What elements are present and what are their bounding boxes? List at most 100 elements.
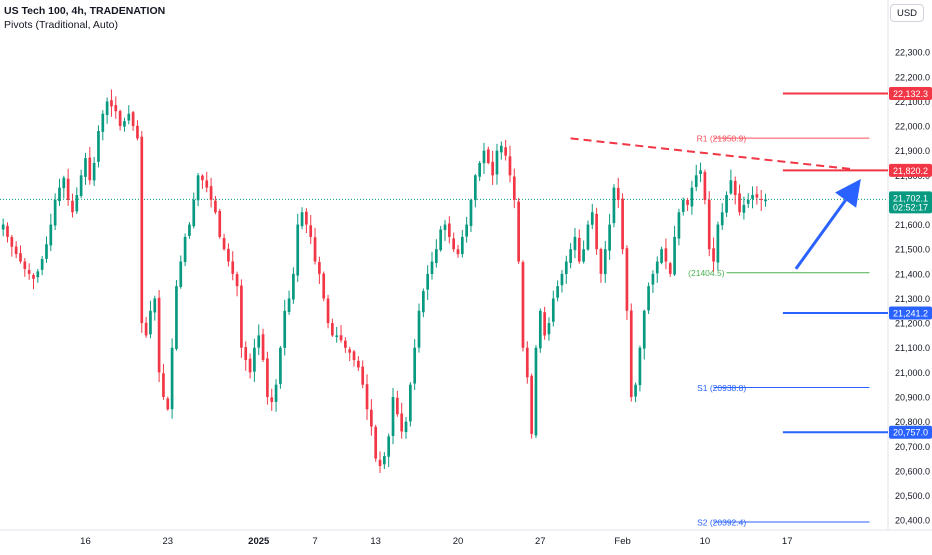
candle-body	[157, 297, 161, 373]
candle-body	[738, 193, 741, 213]
candle	[71, 193, 74, 218]
candle-body	[344, 340, 347, 348]
candle-body	[647, 286, 650, 311]
candle	[287, 290, 291, 315]
candle	[443, 219, 447, 241]
candle	[738, 184, 741, 216]
price-tick-label: 20,400.0	[895, 516, 930, 526]
grid	[0, 0, 932, 531]
candle-body	[196, 175, 200, 201]
candle	[677, 208, 681, 246]
candle-body	[525, 347, 529, 378]
candle-body	[188, 224, 191, 236]
candle-body	[14, 246, 18, 255]
candle-body	[434, 249, 438, 263]
candle-body	[331, 323, 334, 336]
candle-body	[499, 145, 503, 153]
candle	[136, 120, 139, 141]
candle	[365, 374, 369, 420]
price-tick-label: 22,100.0	[895, 97, 930, 107]
candle	[335, 326, 339, 343]
indicator-label[interactable]: Pivots (Traditional, Auto)	[4, 19, 118, 31]
candle-body	[183, 236, 187, 263]
candle	[188, 222, 191, 239]
candle	[751, 186, 754, 209]
candle	[439, 225, 443, 252]
candle	[694, 164, 698, 192]
resistance-22132-badge	[889, 86, 932, 100]
candle-body	[690, 187, 694, 207]
price-tick-label: 20,500.0	[895, 491, 930, 501]
time-tick-label: Feb	[614, 536, 630, 547]
time-tick-label: 2025	[248, 536, 270, 547]
pivot-P-label: (21404.5)	[688, 268, 725, 278]
candle	[703, 169, 707, 205]
candle	[274, 379, 278, 412]
candle	[612, 184, 616, 228]
candle-body	[235, 274, 239, 287]
candle-body	[292, 273, 295, 300]
candle	[720, 203, 724, 230]
price-tick-label: 21,900.0	[895, 146, 930, 156]
price-tick-label: 22,200.0	[895, 72, 930, 82]
candle	[205, 171, 209, 193]
candle-body	[326, 298, 330, 324]
candle-body	[240, 285, 243, 348]
candle-body	[413, 347, 417, 384]
candle-body	[23, 261, 27, 269]
candle	[66, 168, 70, 206]
candle-body	[733, 180, 737, 196]
candle-body	[590, 212, 594, 225]
price-tick-label: 22,300.0	[895, 48, 930, 58]
candle-body	[88, 157, 92, 181]
candle-body	[218, 210, 222, 237]
resistance-22132-label: 22,132.3	[893, 89, 928, 99]
candle	[417, 303, 421, 353]
candle	[10, 234, 14, 257]
candle	[712, 237, 715, 272]
candle	[664, 238, 668, 270]
candle	[318, 256, 321, 284]
candle-body	[97, 130, 100, 162]
currency-button[interactable]: USD	[890, 4, 924, 22]
candle	[625, 245, 629, 320]
symbol-title[interactable]: US Tech 100, 4h, TRADENATION	[4, 5, 166, 17]
candle-body	[625, 248, 629, 311]
candle-body	[608, 224, 611, 251]
candle	[746, 193, 750, 208]
candle	[651, 270, 655, 293]
candle-body	[486, 149, 490, 164]
price-tick-label: 21,000.0	[895, 368, 930, 378]
candle-body	[664, 248, 668, 262]
candle-body	[10, 236, 14, 247]
candle-body	[361, 366, 365, 385]
candle	[573, 227, 577, 259]
candle	[79, 169, 83, 199]
candle-body	[707, 199, 711, 250]
candle-body	[378, 459, 382, 466]
candle-body	[118, 111, 122, 127]
candle-body	[560, 273, 564, 286]
candle	[707, 191, 711, 257]
candle-body	[651, 273, 655, 285]
candle-body	[491, 161, 494, 176]
candle-body	[58, 187, 61, 202]
candle	[352, 349, 356, 367]
candle	[227, 243, 230, 267]
candle	[309, 215, 313, 245]
candle	[261, 328, 265, 363]
candle	[326, 294, 330, 329]
candle	[413, 339, 417, 390]
candle	[634, 382, 637, 403]
candle	[97, 125, 100, 168]
candle	[183, 233, 187, 267]
candle-body	[660, 249, 663, 263]
candle	[244, 341, 248, 371]
candle-body	[348, 349, 352, 353]
candle	[482, 142, 486, 174]
time-tick-label: 20	[453, 536, 464, 547]
candle-body	[105, 101, 109, 116]
candle	[564, 255, 568, 284]
